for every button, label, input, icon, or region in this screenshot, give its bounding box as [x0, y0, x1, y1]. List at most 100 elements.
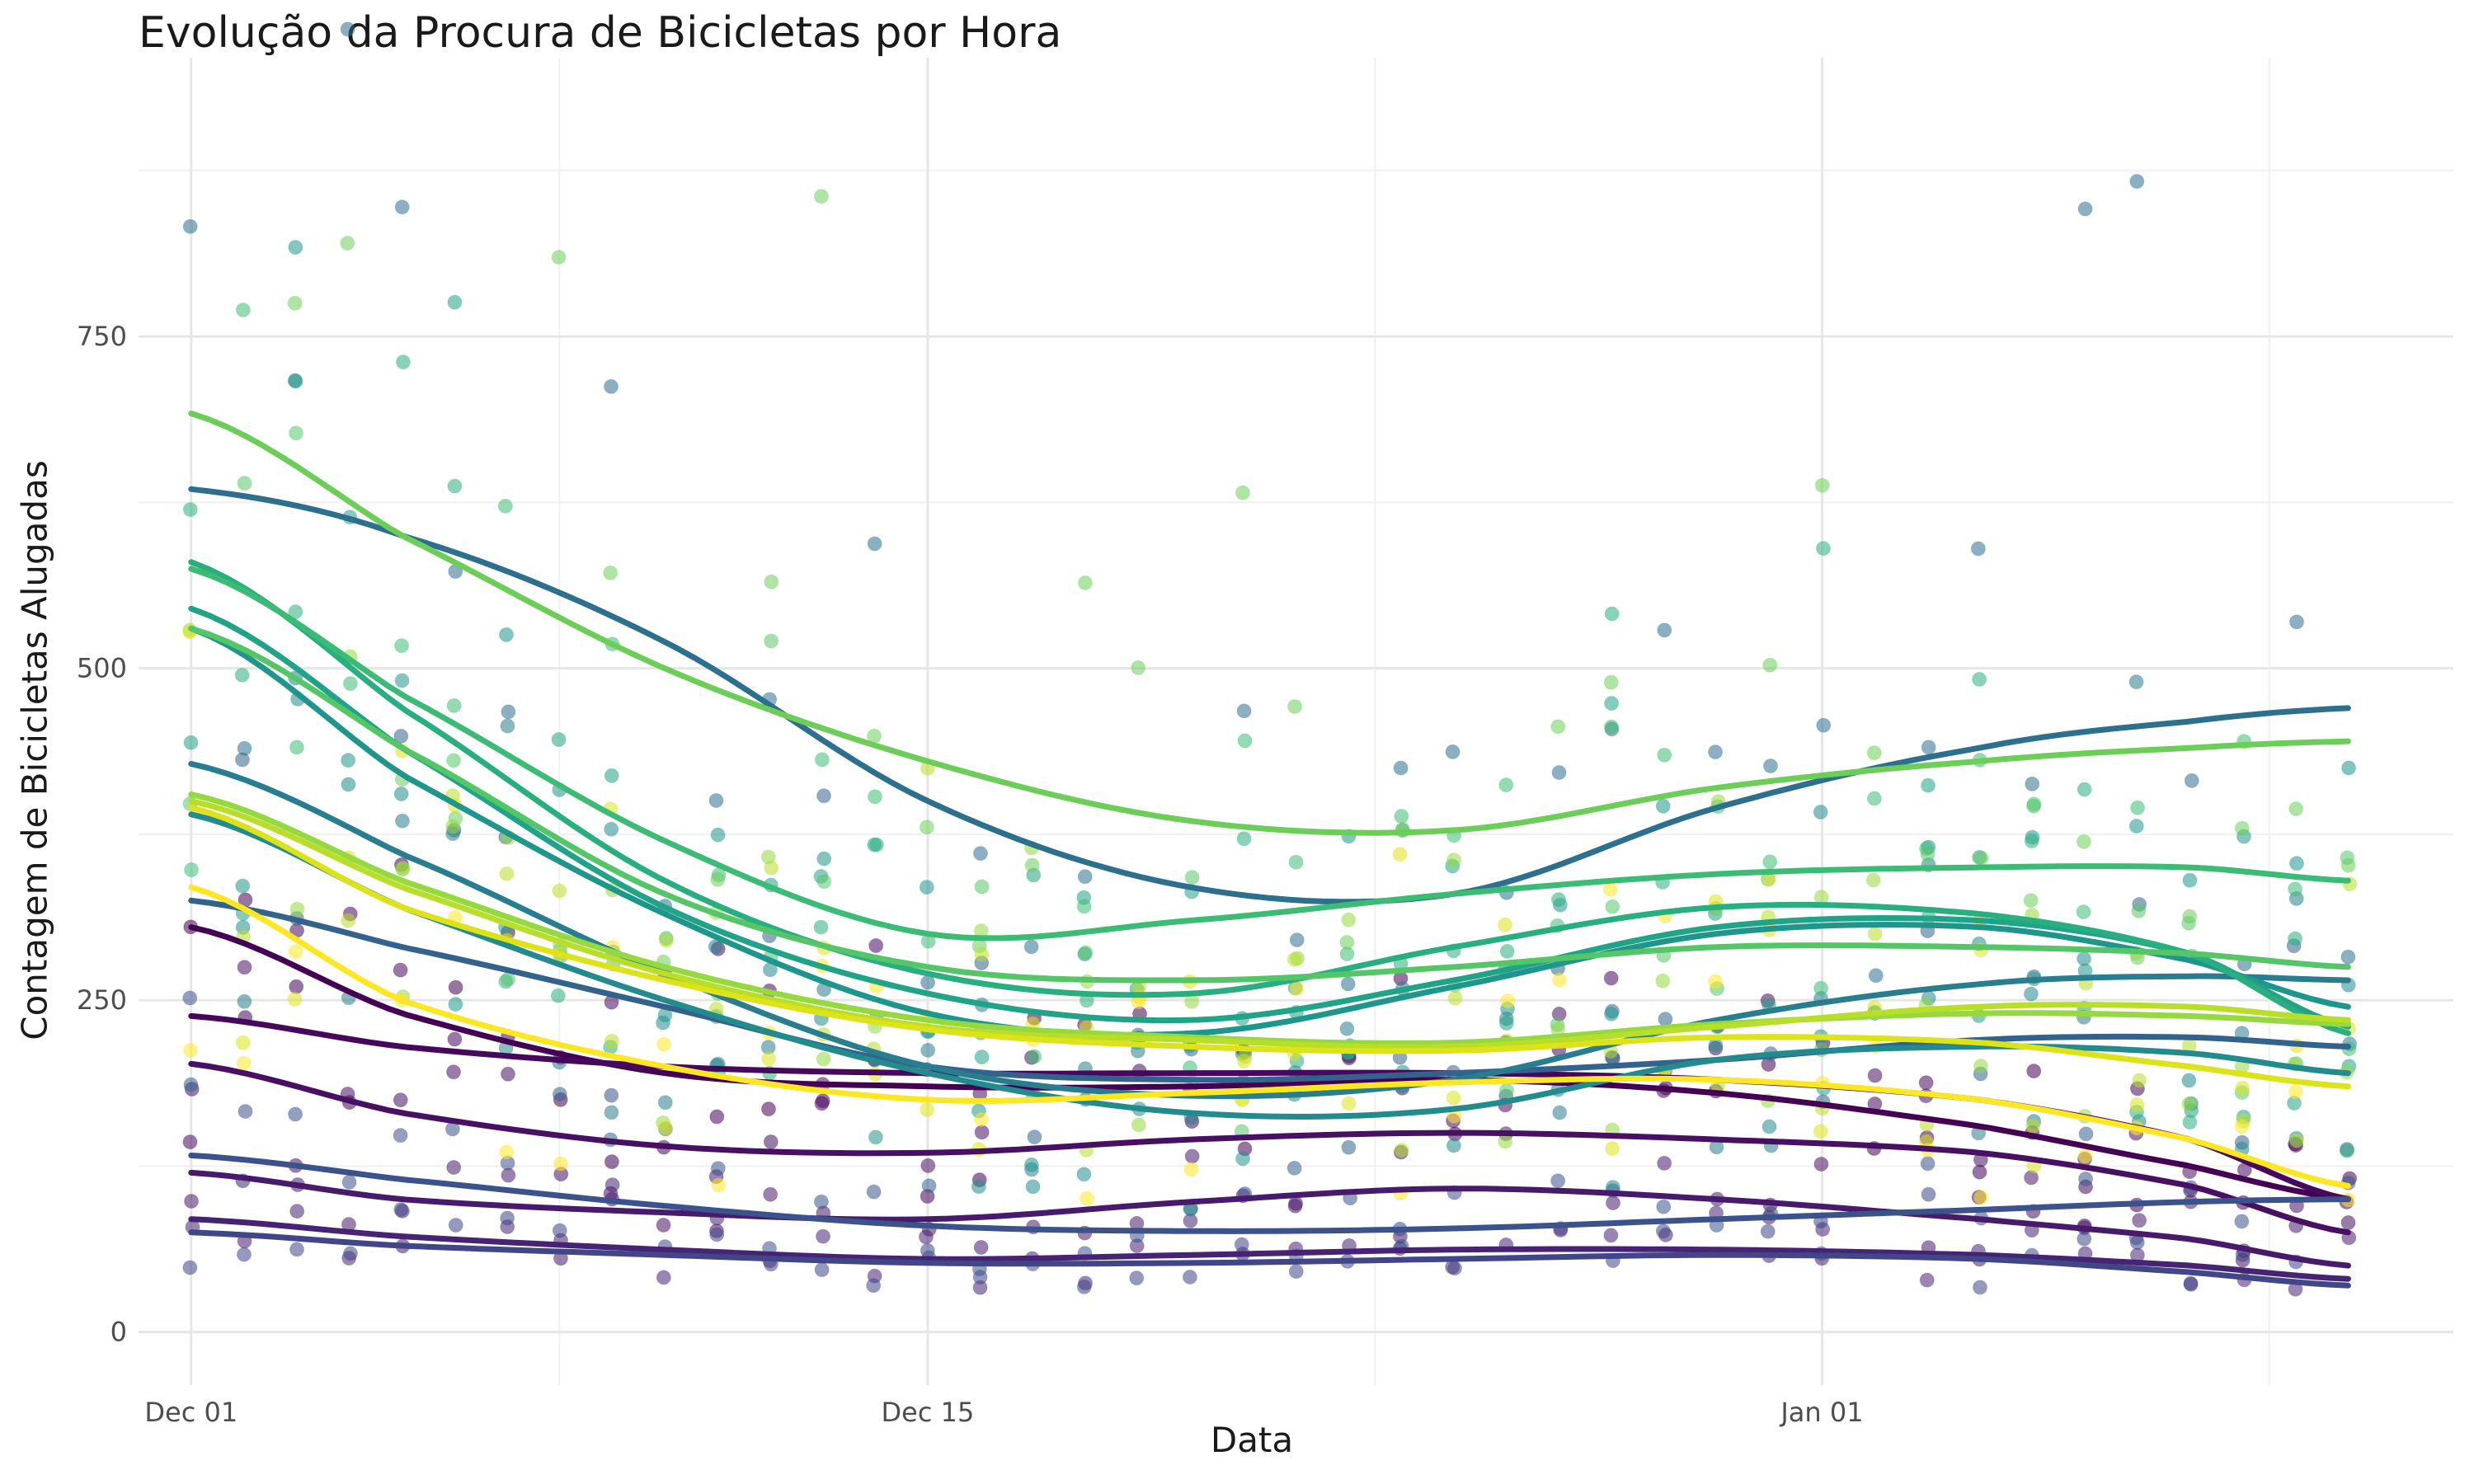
scatter-point — [1446, 1090, 1461, 1106]
scatter-point — [1973, 1059, 1988, 1074]
scatter-point — [764, 860, 779, 876]
scatter-point — [974, 1111, 990, 1127]
scatter-point — [1655, 1223, 1671, 1239]
scatter-point — [1866, 745, 1882, 761]
scatter-point — [1658, 1012, 1673, 1027]
scatter-point — [816, 1228, 831, 1244]
scatter-point — [1708, 974, 1724, 989]
scatter-point — [1602, 881, 1618, 897]
scatter-point — [1499, 943, 1515, 959]
scatter-point — [2078, 1126, 2094, 1142]
scatter-point — [2128, 674, 2144, 690]
scatter-point — [2182, 909, 2198, 924]
scatter-point — [2288, 881, 2303, 897]
scatter-point — [1552, 972, 1568, 988]
scatter-point — [604, 768, 619, 783]
smooth-line — [188, 1153, 2351, 1234]
scatter-point — [1814, 477, 1830, 493]
scatter-point — [1918, 1075, 1934, 1091]
scatter-point — [1655, 798, 1671, 814]
scatter-point — [1498, 777, 1514, 793]
scatter-point — [971, 1179, 986, 1195]
smooth-line — [188, 486, 2351, 905]
scatter-point — [1394, 1143, 1409, 1158]
scatter-point — [708, 793, 724, 809]
scatter-point — [340, 21, 355, 37]
scatter-point — [182, 990, 198, 1006]
scatter-point — [2182, 872, 2198, 888]
scatter-point — [394, 638, 410, 654]
scatter-point — [182, 218, 198, 234]
smooth-line — [188, 625, 2351, 1038]
scatter-point — [237, 993, 252, 1009]
scatter-point — [604, 1177, 620, 1193]
scatter-point — [2339, 1143, 2354, 1158]
scatter-point — [1287, 698, 1303, 714]
scatter-point — [1657, 1155, 1672, 1171]
scatter-point — [1550, 892, 1566, 908]
scatter-point — [2078, 1172, 2094, 1187]
scatter-point — [972, 846, 988, 862]
scatter-point — [237, 740, 252, 756]
scatter-point — [235, 878, 251, 894]
scatter-point — [867, 536, 882, 552]
scatter-point — [813, 1194, 829, 1209]
scatter-point — [604, 821, 619, 837]
smooth-line — [188, 805, 2351, 1090]
y-tick-label: 750 — [77, 321, 127, 352]
scatter-point — [234, 667, 250, 683]
scatter-point — [764, 633, 779, 649]
smooth-line — [188, 559, 2351, 1036]
scatter-point — [1341, 912, 1357, 928]
scatter-point — [1339, 935, 1355, 951]
scatter-point — [1657, 622, 1672, 638]
scatter-point — [2130, 800, 2146, 815]
smooth-line — [188, 761, 2351, 1100]
scatter-point — [813, 919, 829, 935]
scatter-point — [1023, 1157, 1039, 1172]
scatter-point — [341, 777, 356, 792]
scatter-point — [1815, 541, 1831, 556]
scatter-point — [1289, 932, 1305, 948]
scatter-point — [394, 200, 410, 215]
scatter-point — [709, 1109, 725, 1125]
scatter-point — [1552, 1105, 1568, 1120]
scatter-point — [1813, 1124, 1828, 1139]
scatter-point — [182, 1134, 198, 1150]
scatter-point — [814, 1096, 830, 1111]
y-tick-label: 250 — [77, 984, 127, 1016]
scatter-point — [238, 1104, 253, 1120]
scatter-point — [868, 837, 884, 852]
scatter-point — [1446, 852, 1462, 868]
scatter-point — [2023, 986, 2039, 1002]
smooth-line — [188, 811, 2351, 1120]
scatter-point — [1289, 981, 1305, 997]
scatter-point — [656, 1036, 672, 1052]
scatter-point — [341, 753, 356, 768]
scatter-point — [1077, 869, 1093, 885]
scatter-point — [1182, 1269, 1197, 1284]
scatter-point — [2132, 1073, 2147, 1088]
y-axis-title: Contagem de Bicicletas Alugadas — [14, 460, 55, 1040]
x-tick-label: Dec 01 — [144, 1397, 238, 1428]
x-tick-label: Dec 15 — [882, 1397, 975, 1428]
scatter-point — [1076, 1167, 1092, 1182]
scatter-point — [1816, 717, 1832, 733]
scatter-point — [551, 250, 567, 265]
scatter-point — [395, 861, 411, 876]
tick-label-layer: 0 250 500 750 Dec 01 Dec 15 Jan 01 — [77, 321, 1864, 1428]
scatter-point — [289, 1204, 305, 1219]
scatter-point — [1973, 1190, 1989, 1205]
scatter-point — [1550, 719, 1566, 735]
scatter-point — [340, 235, 355, 251]
scatter-point — [2181, 1096, 2197, 1111]
scatter-point — [814, 752, 830, 768]
scatter-point — [2288, 1084, 2303, 1100]
scatter-point — [1813, 980, 1829, 996]
scatter-point — [1813, 1156, 1829, 1172]
scatter-point — [1236, 1054, 1252, 1069]
scatter-point — [1972, 1164, 1987, 1180]
scatter-point — [500, 718, 515, 734]
scatter-point — [1603, 1228, 1619, 1243]
